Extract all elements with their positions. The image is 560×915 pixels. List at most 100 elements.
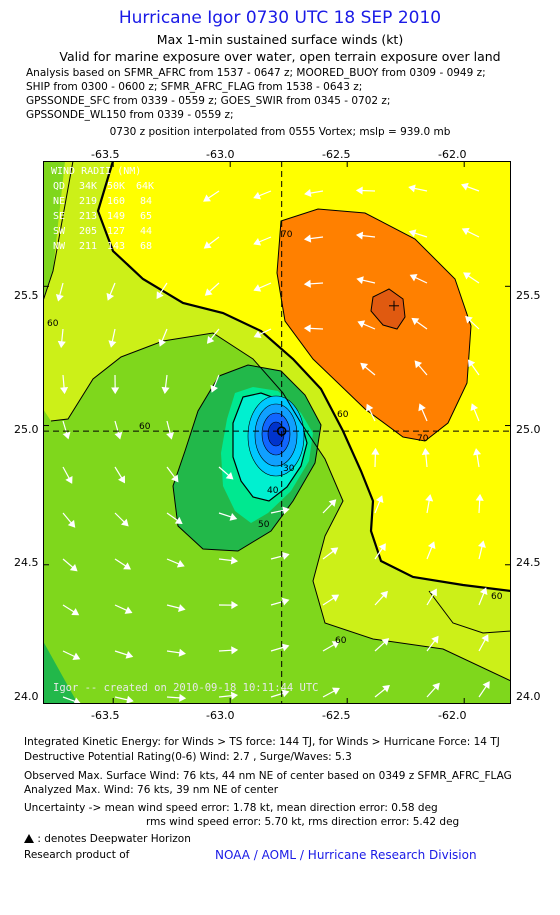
radii-cell: 143: [107, 241, 125, 252]
lon-tick-bottom: -63.0: [206, 709, 235, 722]
lat-tick-right: 24.0: [516, 690, 541, 703]
rms-line: rms wind speed error: 5.70 kt, rms direc…: [146, 816, 460, 828]
radii-cell: 219: [79, 196, 97, 207]
radii-cell: 127: [107, 226, 125, 237]
wind-vector-head: [178, 604, 186, 612]
lat-tick-right: 25.5: [516, 289, 541, 302]
wind-vector-head: [206, 336, 215, 344]
band-80-plus: [277, 209, 471, 441]
wind-vector-head: [253, 237, 262, 246]
legend-text: : denotes Deepwater Horizon: [37, 833, 191, 845]
wind-vector-head: [156, 291, 164, 300]
wind-vector-head: [465, 315, 473, 324]
position-note: 0730 z position interpolated from 0555 V…: [109, 126, 451, 138]
lon-tick-bottom: -62.5: [322, 709, 351, 722]
wind-vector-head: [355, 231, 364, 240]
contour-80: [276, 208, 472, 442]
wind-vector-head: [120, 518, 129, 527]
wind-vector-head: [421, 447, 430, 456]
credit-line: Igor -- created on 2010-09-18 10:11:44 U…: [53, 682, 319, 694]
wind-vector-head: [281, 597, 290, 606]
lon-tick-top: -63.5: [91, 148, 120, 161]
radii-cell: SE: [53, 211, 65, 222]
wind-vector-head: [356, 276, 364, 285]
lat-tick-left: 24.5: [14, 556, 39, 569]
wind-vector-head: [106, 292, 115, 301]
wind-vector-head: [69, 563, 78, 572]
lat-tick-left: 25.5: [14, 289, 39, 302]
wind-vector-head: [161, 386, 170, 395]
observed-max-line: Observed Max. Surface Wind: 76 kts, 44 n…: [24, 770, 512, 782]
radii-cell: 65: [140, 211, 152, 222]
wind-vector-head: [108, 340, 117, 348]
wind-vector-head: [366, 403, 374, 412]
source-line: SHIP from 0300 - 0600 z; SFMR_AFRC_FLAG …: [26, 81, 363, 93]
wind-vector-head: [414, 360, 423, 369]
wind-vector-head: [470, 403, 479, 412]
wind-vector-head: [67, 519, 76, 528]
wind-vector-head: [178, 648, 186, 657]
wind-vector-head: [331, 641, 340, 649]
legend-line: : denotes Deepwater Horizon: [24, 833, 191, 845]
wind-vector-head: [418, 403, 426, 412]
source-line: GPSSONDE_SFC from 0339 - 0559 z; GOES_SW…: [26, 95, 391, 107]
wind-vector-head: [281, 643, 290, 652]
wind-vector-head: [429, 588, 437, 597]
deepwater-horizon-icon: [24, 834, 34, 843]
radii-header: 64K: [136, 181, 154, 192]
contour-label: 70: [417, 434, 429, 444]
contour-70: [96, 161, 511, 593]
noaa-link[interactable]: NOAA / AOML / Hurricane Research Divisio…: [215, 848, 477, 862]
radii-cell: SW: [53, 226, 66, 237]
wind-vector-head: [479, 587, 488, 596]
wind-vector-head: [111, 387, 120, 395]
contour-50: [172, 364, 322, 552]
contour-outer-60: [43, 161, 74, 302]
wind-vector-head: [229, 513, 238, 521]
wind-vector-head: [204, 288, 213, 296]
contour-label: 60: [337, 410, 349, 420]
wind-vector-head: [427, 541, 436, 550]
wind-radii-title: WIND RADII (NM): [51, 166, 141, 177]
wind-vector-head: [231, 601, 239, 610]
source-line: GPSSONDE_WL150 from 0339 - 0559 z;: [26, 109, 234, 121]
wind-vector-head: [360, 362, 369, 371]
radii-cell: 68: [140, 241, 152, 252]
wind-vector-head: [473, 448, 482, 456]
wind-field-map: 70 60 60 60 70 40 30 50 60 60 WIND RADII…: [43, 161, 511, 704]
radii-cell: NE: [53, 196, 65, 207]
radii-cell: 211: [79, 241, 97, 252]
radii-cell: 213: [79, 211, 97, 222]
wind-vector-head: [381, 638, 390, 646]
wind-vector-head: [475, 493, 484, 501]
wind-vector-head: [230, 691, 239, 700]
wind-vector-head: [126, 695, 134, 704]
wind-vector-head: [71, 608, 80, 616]
wind-vector-head: [304, 189, 312, 198]
wind-vector-head: [253, 284, 262, 292]
wind-vector-head: [203, 194, 211, 202]
wind-vector-head: [431, 635, 439, 644]
lon-tick-bottom: -62.0: [438, 709, 467, 722]
wind-vector-head: [62, 431, 71, 440]
wind-vector-layer: [55, 182, 490, 704]
wind-vector-head: [231, 646, 239, 655]
wind-vector-head: [281, 551, 290, 560]
wind-vector-head: [57, 340, 66, 349]
wind-vector-head: [282, 506, 290, 515]
wind-vector-head: [482, 681, 490, 690]
wind-vector-head: [72, 652, 81, 661]
wind-vector-head: [303, 234, 312, 243]
contour-60: [50, 332, 511, 682]
wind-vector-head: [382, 685, 390, 693]
wind-vector-head: [230, 556, 239, 565]
dpr-line: Destructive Potential Rating(0-6) Wind: …: [24, 751, 352, 763]
lat-tick-right: 25.0: [516, 423, 541, 436]
wind-vector-head: [114, 431, 123, 440]
radii-header: QD: [53, 181, 65, 192]
wind-vector-head: [432, 682, 440, 691]
lon-tick-bottom: -63.5: [91, 709, 120, 722]
radii-cell: 44: [140, 226, 152, 237]
max-wind-core: [370, 288, 406, 330]
wind-radii-table: WIND RADII (NM) QD 34K 50K 64K NE 219 16…: [51, 166, 154, 252]
